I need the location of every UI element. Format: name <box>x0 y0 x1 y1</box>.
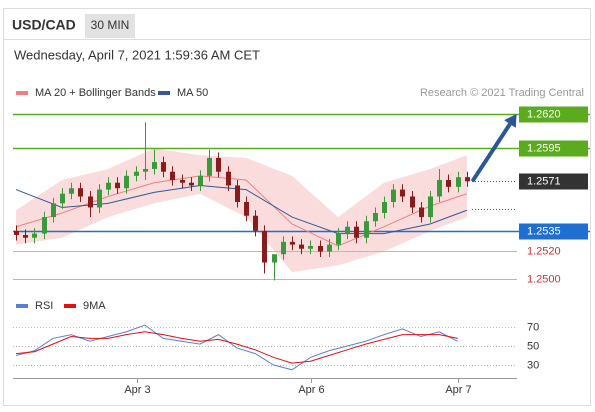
candle-body <box>42 217 47 234</box>
y-tick-label: 50 <box>527 340 539 352</box>
level-label: 1.2500 <box>527 273 561 285</box>
candle-body <box>336 233 341 245</box>
legend-label: RSI <box>35 300 53 312</box>
candle-body <box>88 196 93 208</box>
candle-body <box>345 226 350 234</box>
legend-swatch <box>16 91 28 95</box>
candle-body <box>272 254 277 263</box>
legend-label: MA 20 + Bollinger Bands <box>35 87 156 99</box>
candle-body <box>465 177 470 182</box>
candle-body <box>134 171 139 176</box>
candle-body <box>60 193 65 204</box>
level-label: 1.2520 <box>527 245 561 257</box>
interval: 30 MIN <box>91 18 130 32</box>
candle-body <box>152 162 157 169</box>
level-box <box>519 173 588 190</box>
forecast-arrowhead <box>504 113 517 128</box>
forecast-arrow <box>470 122 512 183</box>
candle-body <box>180 179 185 183</box>
level-label: 1.2535 <box>527 225 561 237</box>
indicator-line <box>15 331 458 364</box>
x-tick-label: Apr 6 <box>298 384 324 396</box>
candle-body <box>299 244 304 249</box>
level-label: 1.2571 <box>527 175 561 187</box>
x-tick-label: Apr 3 <box>124 384 150 396</box>
candle-body <box>198 175 203 186</box>
candle-body <box>115 182 120 189</box>
candle-body <box>161 162 166 172</box>
legend-label: 9MA <box>83 300 106 312</box>
candle-body <box>456 177 461 187</box>
interval-badge <box>85 14 135 38</box>
legend-label: MA 50 <box>177 87 208 99</box>
level-label: 1.2595 <box>527 142 561 154</box>
candle-body <box>170 171 175 180</box>
candle-body <box>51 203 56 218</box>
candle-body <box>400 189 405 197</box>
candle-body <box>364 221 369 238</box>
candle-body <box>253 215 258 231</box>
candle-body <box>391 189 396 202</box>
candle-body <box>318 245 323 252</box>
candle-body <box>262 230 267 263</box>
candle-body <box>327 244 332 252</box>
y-tick-label: 70 <box>527 321 539 333</box>
candle-body <box>143 168 148 172</box>
credit: Research © 2021 Trading Central <box>420 87 584 99</box>
candle-body <box>235 185 240 202</box>
level-box <box>519 223 588 240</box>
legend-swatch <box>64 304 76 308</box>
candle-body <box>106 182 111 190</box>
date: Wednesday, April 7, 2021 1:59:36 AM CET <box>14 47 260 62</box>
x-tick-label: Apr 7 <box>445 384 471 396</box>
candle-body <box>69 188 74 194</box>
candle-body <box>14 230 19 235</box>
candle-body <box>226 171 231 186</box>
candle-body <box>23 234 28 238</box>
level-box <box>519 106 588 123</box>
candle-body <box>97 189 102 208</box>
candle-body <box>410 196 415 208</box>
candle-body <box>32 233 37 238</box>
level-box <box>519 140 588 157</box>
legend-swatch <box>158 91 170 95</box>
candle-body <box>382 201 387 213</box>
candle-body <box>419 207 424 218</box>
candle-body <box>446 179 451 187</box>
candle-body <box>437 179 442 197</box>
legend-swatch <box>16 304 28 308</box>
level-label: 1.2620 <box>527 108 561 120</box>
candle-body <box>354 226 359 238</box>
candle-body <box>428 196 433 218</box>
candle-body <box>308 245 313 249</box>
indicator-line <box>15 324 458 371</box>
symbol: USD/CAD <box>12 17 76 33</box>
candle-body <box>124 175 129 189</box>
candle-body <box>216 157 221 172</box>
candle-body <box>78 188 83 197</box>
candle-body <box>281 241 286 255</box>
candle-body <box>244 201 249 216</box>
candle-body <box>373 212 378 222</box>
candle-body <box>207 157 212 176</box>
candle-body <box>290 241 295 245</box>
y-tick-label: 30 <box>527 359 539 371</box>
candle-body <box>189 182 194 186</box>
